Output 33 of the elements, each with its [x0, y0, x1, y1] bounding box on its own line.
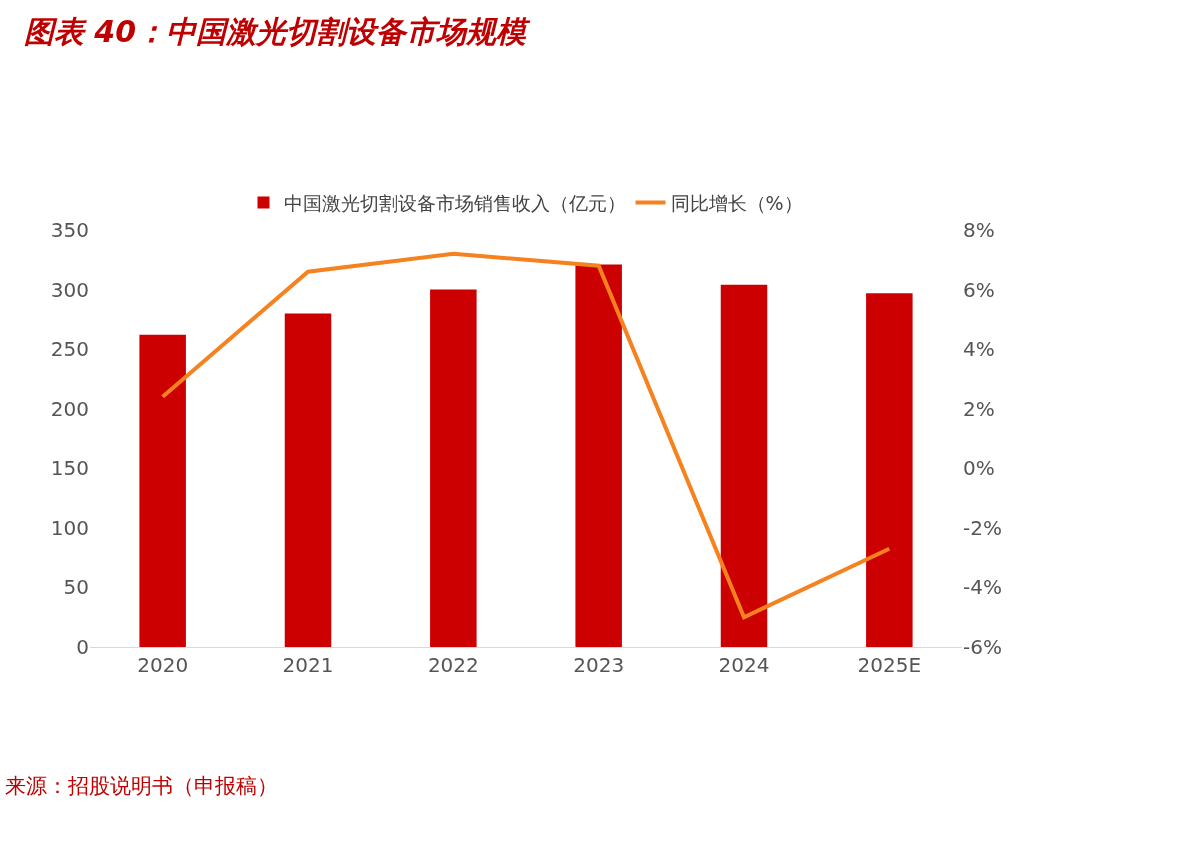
y-tick-label: 50: [63, 575, 89, 600]
x-tick-label: 2023: [573, 653, 625, 677]
bar: [575, 264, 622, 647]
y2-tick-label: 0%: [963, 456, 995, 481]
y-tick-label: 0: [76, 635, 89, 659]
y2-tick-label: -6%: [963, 635, 1002, 659]
bar: [284, 313, 332, 647]
y-tick-label: 250: [50, 337, 89, 362]
bar: [430, 289, 477, 647]
y-tick-label: 350: [50, 218, 89, 242]
line-series: [160, 251, 892, 620]
x-tick-label: 2020: [137, 653, 189, 677]
y2-tick-label: 6%: [963, 277, 995, 302]
legend-label: 中国激光切割设备市场销售收入（亿元）: [283, 191, 626, 214]
source-note: 来源：招股说明书（申报稿）: [5, 774, 278, 798]
bar: [720, 284, 768, 647]
legend-label: 同比增长（%）: [670, 191, 803, 214]
y2-tick-label: 8%: [963, 218, 995, 242]
x-tick-label: 2024: [718, 653, 770, 677]
x-tick-label: 2025E: [857, 653, 922, 677]
y2-tick-label: -2%: [963, 515, 1002, 540]
y-tick-label: 100: [50, 515, 89, 540]
bar: [866, 293, 913, 647]
x-tick-label: 2021: [282, 653, 334, 677]
y2-tick-label: -4%: [963, 575, 1002, 600]
y-tick-label: 300: [50, 277, 89, 302]
bar: [139, 334, 186, 647]
y2-tick-label: 2%: [963, 396, 995, 421]
y2-tick-label: 4%: [963, 337, 995, 362]
x-tick-label: 2022: [427, 653, 479, 677]
chart-title: 图表 40：中国激光切割设备市场规模: [23, 14, 532, 50]
y-tick-label: 200: [50, 396, 89, 421]
y-tick-label: 150: [50, 456, 89, 481]
